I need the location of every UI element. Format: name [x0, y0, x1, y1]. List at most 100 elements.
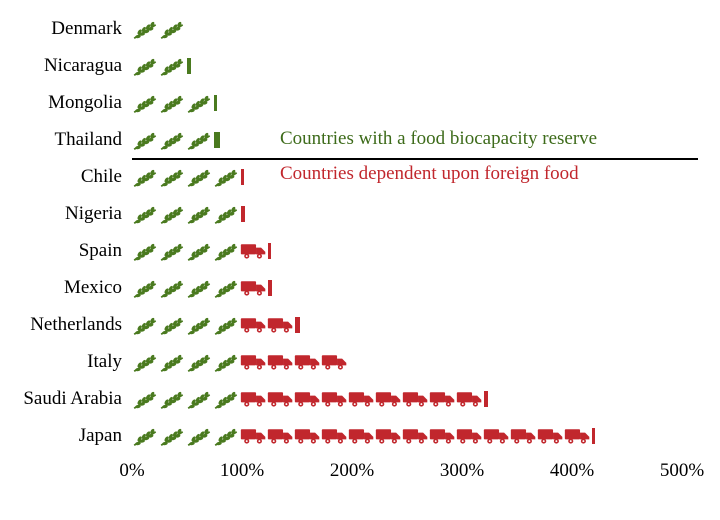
- axis-tick: 500%: [660, 460, 704, 482]
- truck-icon: [537, 426, 564, 446]
- icon-bar: [132, 343, 348, 380]
- country-label: Chile: [0, 166, 132, 188]
- leaf-icon: [132, 54, 159, 78]
- icon-bar: [132, 417, 595, 454]
- truck-partial: [241, 169, 244, 185]
- leaf-icon: [159, 128, 186, 152]
- leaf-icon: [186, 165, 213, 189]
- leaf-icon: [132, 128, 159, 152]
- truck-icon: [267, 389, 294, 409]
- truck-icon: [267, 315, 294, 335]
- truck-icon: [294, 352, 321, 372]
- truck-icon: [402, 389, 429, 409]
- country-label: Saudi Arabia: [0, 388, 132, 410]
- axis-tick: 200%: [330, 460, 374, 482]
- leaf-icon: [186, 91, 213, 115]
- country-row: Spain: [0, 232, 700, 269]
- truck-partial: [241, 206, 245, 222]
- country-row: Netherlands: [0, 306, 700, 343]
- truck-icon: [348, 426, 375, 446]
- leaf-partial: [214, 132, 220, 148]
- leaf-icon: [159, 350, 186, 374]
- leaf-icon: [159, 54, 186, 78]
- icon-bar: [132, 47, 191, 84]
- truck-icon: [456, 389, 483, 409]
- biocapacity-pictogram-chart: Denmark Nicaragua: [0, 0, 720, 520]
- leaf-icon: [213, 239, 240, 263]
- truck-icon: [240, 278, 267, 298]
- truck-partial: [295, 317, 300, 333]
- truck-partial: [268, 243, 271, 259]
- country-label: Mongolia: [0, 92, 132, 114]
- axis-tick: 400%: [550, 460, 594, 482]
- icon-bar: [132, 121, 220, 158]
- leaf-icon: [159, 424, 186, 448]
- country-label: Thailand: [0, 129, 132, 151]
- reserve-section-label: Countries with a food biocapacity reserv…: [280, 128, 597, 150]
- truck-icon: [429, 426, 456, 446]
- leaf-icon: [186, 276, 213, 300]
- leaf-icon: [132, 424, 159, 448]
- axis-tick: 100%: [220, 460, 264, 482]
- leaf-icon: [132, 276, 159, 300]
- country-row: Mexico: [0, 269, 700, 306]
- truck-icon: [429, 389, 456, 409]
- leaf-icon: [213, 313, 240, 337]
- leaf-icon: [159, 239, 186, 263]
- truck-icon: [321, 426, 348, 446]
- icon-bar: [132, 10, 186, 47]
- truck-icon: [402, 426, 429, 446]
- axis-tick: 300%: [440, 460, 484, 482]
- truck-icon: [375, 426, 402, 446]
- country-row: Japan: [0, 417, 700, 454]
- icon-bar: [132, 158, 244, 195]
- leaf-icon: [186, 202, 213, 226]
- leaf-icon: [132, 202, 159, 226]
- leaf-icon: [159, 313, 186, 337]
- truck-icon: [483, 426, 510, 446]
- country-row: Italy: [0, 343, 700, 380]
- truck-icon: [321, 389, 348, 409]
- truck-icon: [267, 352, 294, 372]
- icon-bar: [132, 380, 488, 417]
- leaf-icon: [186, 313, 213, 337]
- country-label: Mexico: [0, 277, 132, 299]
- truck-icon: [510, 426, 537, 446]
- truck-icon: [267, 426, 294, 446]
- country-label: Italy: [0, 351, 132, 373]
- leaf-icon: [132, 387, 159, 411]
- country-row: Mongolia: [0, 84, 700, 121]
- leaf-partial: [214, 95, 217, 111]
- truck-partial: [268, 280, 272, 296]
- leaf-icon: [159, 165, 186, 189]
- country-row: Nigeria: [0, 195, 700, 232]
- country-label: Nigeria: [0, 203, 132, 225]
- leaf-icon: [159, 17, 186, 41]
- truck-icon: [375, 389, 402, 409]
- icon-bar: [132, 84, 217, 121]
- icon-bar: [132, 269, 272, 306]
- leaf-icon: [132, 239, 159, 263]
- leaf-icon: [186, 350, 213, 374]
- leaf-icon: [159, 91, 186, 115]
- leaf-icon: [213, 424, 240, 448]
- leaf-icon: [186, 239, 213, 263]
- truck-partial: [484, 391, 488, 407]
- leaf-icon: [132, 313, 159, 337]
- country-label: Japan: [0, 425, 132, 447]
- leaf-icon: [186, 424, 213, 448]
- truck-icon: [240, 389, 267, 409]
- leaf-icon: [213, 165, 240, 189]
- truck-icon: [294, 389, 321, 409]
- icon-bar: [132, 195, 245, 232]
- truck-icon: [321, 352, 348, 372]
- truck-icon: [240, 241, 267, 261]
- truck-icon: [564, 426, 591, 446]
- leaf-icon: [186, 128, 213, 152]
- leaf-icon: [213, 387, 240, 411]
- leaf-icon: [213, 202, 240, 226]
- leaf-icon: [213, 276, 240, 300]
- leaf-icon: [132, 165, 159, 189]
- leaf-icon: [132, 91, 159, 115]
- icon-bar: [132, 306, 300, 343]
